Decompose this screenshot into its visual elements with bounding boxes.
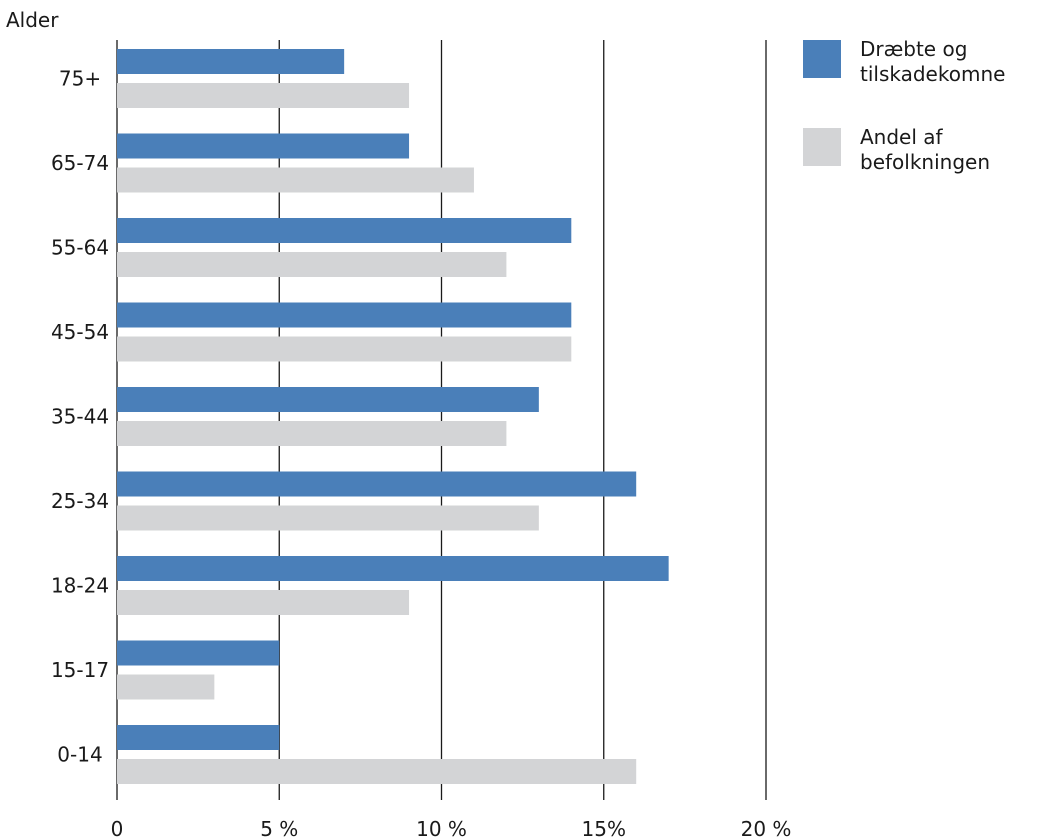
bar-45-54-series-1 bbox=[117, 336, 572, 362]
y-tick-label-18-24: 18-24 bbox=[51, 574, 109, 598]
x-tick-label-0: 0 bbox=[111, 817, 124, 838]
bar-55-64-series-1 bbox=[117, 252, 507, 277]
y-tick-labels: 75+ 65-74 55-64 45-54 35-44 25-34 18-24 15-17 0-… bbox=[51, 67, 109, 767]
y-tick-label-75+: 75+ bbox=[59, 67, 101, 91]
bar-0-14-series-0 bbox=[117, 725, 280, 750]
legend-label-0-line-0: Dræbte og bbox=[860, 37, 967, 61]
legend-swatch-1 bbox=[803, 128, 841, 166]
bar-35-44-series-1 bbox=[117, 421, 507, 446]
bar-75+-series-1 bbox=[117, 83, 410, 108]
x-tick-label-2: 10 % bbox=[416, 817, 467, 838]
y-tick-label-55-64: 55-64 bbox=[51, 236, 109, 260]
bar-55-64-series-0 bbox=[117, 218, 572, 243]
x-tick-label-1: 5 % bbox=[260, 817, 298, 838]
bar-15-17-series-0 bbox=[117, 640, 280, 666]
bar-35-44-series-0 bbox=[117, 387, 539, 412]
y-tick-label-0-14: 0-14 bbox=[57, 743, 102, 767]
y-axis-title: Alder bbox=[6, 8, 59, 32]
bar-18-24-series-1 bbox=[117, 590, 410, 615]
bar-75+-series-0 bbox=[117, 49, 345, 74]
x-tick-label-4: 20 % bbox=[741, 817, 792, 838]
bars bbox=[117, 49, 669, 784]
bar-25-34-series-1 bbox=[117, 505, 539, 531]
y-tick-label-45-54: 45-54 bbox=[51, 320, 109, 344]
y-tick-label-35-44: 35-44 bbox=[51, 405, 109, 429]
legend-label-1-line-0: Andel af bbox=[860, 125, 944, 149]
bar-25-34-series-0 bbox=[117, 471, 637, 497]
bar-65-74-series-1 bbox=[117, 167, 474, 193]
bar-0-14-series-1 bbox=[117, 759, 637, 784]
y-tick-label-15-17: 15-17 bbox=[51, 658, 109, 682]
y-tick-label-25-34: 25-34 bbox=[51, 489, 109, 513]
bar-15-17-series-1 bbox=[117, 674, 215, 700]
x-tick-label-3: 15% bbox=[582, 817, 626, 838]
legend-label-0-line-1: tilskadekomne bbox=[860, 62, 1005, 86]
bar-18-24-series-0 bbox=[117, 556, 669, 581]
bar-45-54-series-0 bbox=[117, 302, 572, 328]
grid-lines bbox=[116, 40, 767, 800]
y-tick-label-65-74: 65-74 bbox=[51, 151, 109, 175]
x-tick-labels: 0 5 % 10 % 15% 20 % bbox=[111, 817, 792, 838]
legend-swatch-0 bbox=[803, 40, 841, 78]
legend-label-1-line-1: befolkningen bbox=[860, 150, 990, 174]
bar-65-74-series-0 bbox=[117, 133, 410, 159]
